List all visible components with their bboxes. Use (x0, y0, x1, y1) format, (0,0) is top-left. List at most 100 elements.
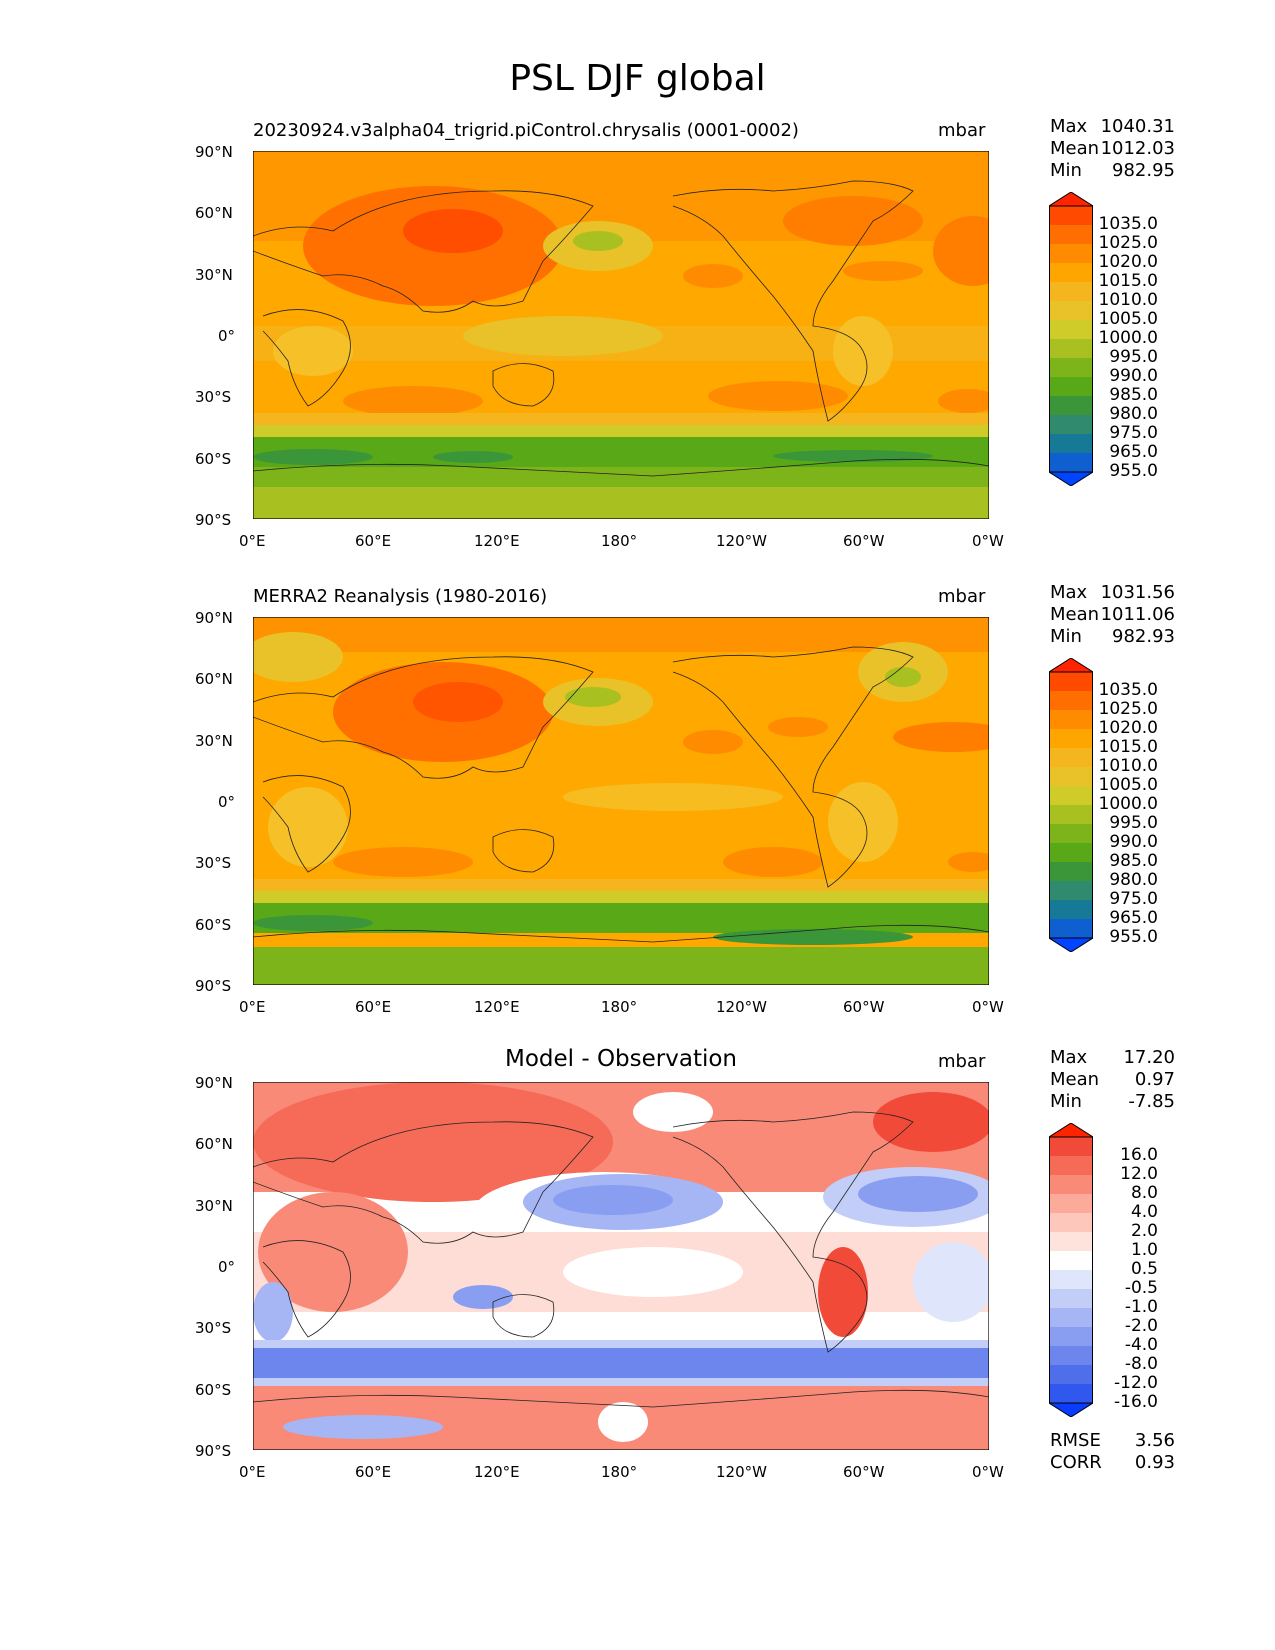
colorbar-bin (1049, 767, 1093, 787)
y-tick-label: 30°S (195, 388, 232, 406)
colorbar-tick-label: -16.0 (1114, 1392, 1158, 1412)
colorbar-bin (1049, 729, 1093, 749)
colorbar-tick-label: -1.0 (1124, 1297, 1158, 1317)
y-tick-label: 30°S (195, 854, 232, 872)
colorbar-tick-label: 965.0 (1109, 442, 1158, 462)
colorbar-bin (1049, 415, 1093, 435)
colorbar-tick-label: 1025.0 (1098, 699, 1158, 719)
y-tick-label: 90°N (195, 1074, 233, 1092)
colorbar-bin (1049, 301, 1093, 321)
y-tick-label: 90°S (195, 1442, 232, 1460)
y-tick-label: 0° (218, 1258, 236, 1276)
colorbar-tick-label: 985.0 (1109, 851, 1158, 871)
stat-label: Min (1050, 160, 1082, 181)
colorbar-tick-label: 1020.0 (1098, 252, 1158, 272)
x-tick-label: 180° (601, 532, 638, 550)
stat-max-value: 17.20 (1123, 1047, 1175, 1068)
colorbar-tick-label: 2.0 (1130, 1221, 1158, 1241)
x-tick-label: 120°W (716, 532, 767, 550)
x-tick-label: 60°W (843, 998, 885, 1016)
stat-label: Mean (1050, 138, 1100, 159)
x-tick-label: 0°E (239, 998, 266, 1016)
colorbar-tick-label: 1015.0 (1098, 737, 1158, 757)
map-difference (253, 1082, 989, 1450)
colorbar-bin (1049, 358, 1093, 378)
colorbar-tick-label: -8.0 (1124, 1354, 1158, 1374)
colorbar-tick-label: 995.0 (1109, 813, 1158, 833)
colorbar-bin (1049, 786, 1093, 806)
y-tick-label: 60°S (195, 1381, 232, 1399)
colorbar-tick-label: 980.0 (1109, 870, 1158, 890)
colorbar-bin (1049, 339, 1093, 359)
x-tick-label: 120°W (716, 998, 767, 1016)
colorbar-bin (1049, 748, 1093, 768)
colorbar-tick-label: 985.0 (1109, 385, 1158, 405)
y-tick-label: 0° (218, 793, 236, 811)
colorbar-bin (1049, 244, 1093, 264)
colorbar-tick-label: 1020.0 (1098, 718, 1158, 738)
colorbar-tick-label: 12.0 (1120, 1164, 1158, 1184)
stat-min-value: 982.95 (1112, 160, 1175, 181)
y-tick-label: 90°S (195, 977, 232, 995)
y-tick-label: 90°N (195, 609, 233, 627)
panel-subtitle: 20230924.v3alpha04_trigrid.piControl.chr… (253, 120, 799, 141)
panel-subtitle: MERRA2 Reanalysis (1980-2016) (253, 586, 548, 607)
y-tick-label: 0° (218, 327, 236, 345)
colorbar-tick-label: 1005.0 (1098, 309, 1158, 329)
colorbar-bin (1049, 1308, 1093, 1328)
stat-label: Max (1050, 582, 1088, 603)
stat-mean-value: 1012.03 (1100, 138, 1175, 159)
colorbar-bin (1049, 824, 1093, 844)
y-tick-label: 60°N (195, 204, 233, 222)
colorbar-tick-label: 975.0 (1109, 423, 1158, 443)
colorbar-bin (1049, 1156, 1093, 1176)
colorbar-tick-label: -12.0 (1114, 1373, 1158, 1393)
colorbar-tick-label: 8.0 (1130, 1183, 1158, 1203)
colorbar-tick-label: 990.0 (1109, 832, 1158, 852)
stat-max-value: 1031.56 (1100, 582, 1175, 603)
y-tick-label: 60°S (195, 450, 232, 468)
colorbar-bin (1049, 1289, 1093, 1309)
stat-label: Min (1050, 1091, 1082, 1112)
x-tick-label: 180° (601, 998, 638, 1016)
colorbar-tick-label: 1005.0 (1098, 775, 1158, 795)
colorbar-tick-label: 995.0 (1109, 347, 1158, 367)
colorbar-tick-label: 965.0 (1109, 908, 1158, 928)
colorbar-extend-max (1049, 658, 1093, 673)
stat-mean-value: 0.97 (1134, 1069, 1175, 1090)
y-tick-label: 60°N (195, 670, 233, 688)
colorbar-bin (1049, 1137, 1093, 1157)
corr-label: CORR (1050, 1452, 1102, 1473)
colorbar (1049, 658, 1093, 952)
colorbar-bin (1049, 862, 1093, 882)
colorbar-bin (1049, 1194, 1093, 1214)
x-tick-label: 180° (601, 1463, 638, 1481)
colorbar-frame (1049, 671, 1093, 939)
colorbar-tick-label: 975.0 (1109, 889, 1158, 909)
colorbar-extend-max (1049, 1123, 1093, 1138)
colorbar-extend-min (1049, 471, 1093, 486)
x-tick-label: 0°W (972, 532, 1004, 550)
stat-label: Mean (1050, 604, 1100, 625)
map-observation (253, 617, 989, 985)
colorbar-bin (1049, 282, 1093, 302)
colorbar-extend-min (1049, 937, 1093, 952)
colorbar-tick-label: -4.0 (1124, 1335, 1158, 1355)
colorbar-tick-label: 955.0 (1109, 927, 1158, 947)
colorbar-tick-label: 1035.0 (1098, 214, 1158, 234)
panel-units: mbar (938, 586, 986, 607)
colorbar-bin (1049, 225, 1093, 245)
figure-title: PSL DJF global (509, 58, 766, 99)
colorbar-bin (1049, 320, 1093, 340)
y-tick-label: 30°N (195, 1197, 233, 1215)
colorbar-bin (1049, 843, 1093, 863)
colorbar-tick-label: 4.0 (1130, 1202, 1158, 1222)
stat-label: Max (1050, 116, 1088, 137)
x-tick-label: 0°E (239, 532, 266, 550)
colorbar-bin (1049, 1251, 1093, 1271)
colorbar-bin (1049, 377, 1093, 397)
x-tick-label: 0°W (972, 998, 1004, 1016)
x-tick-label: 60°E (355, 1463, 392, 1481)
colorbar-frame (1049, 1136, 1093, 1404)
y-tick-label: 30°N (195, 732, 233, 750)
